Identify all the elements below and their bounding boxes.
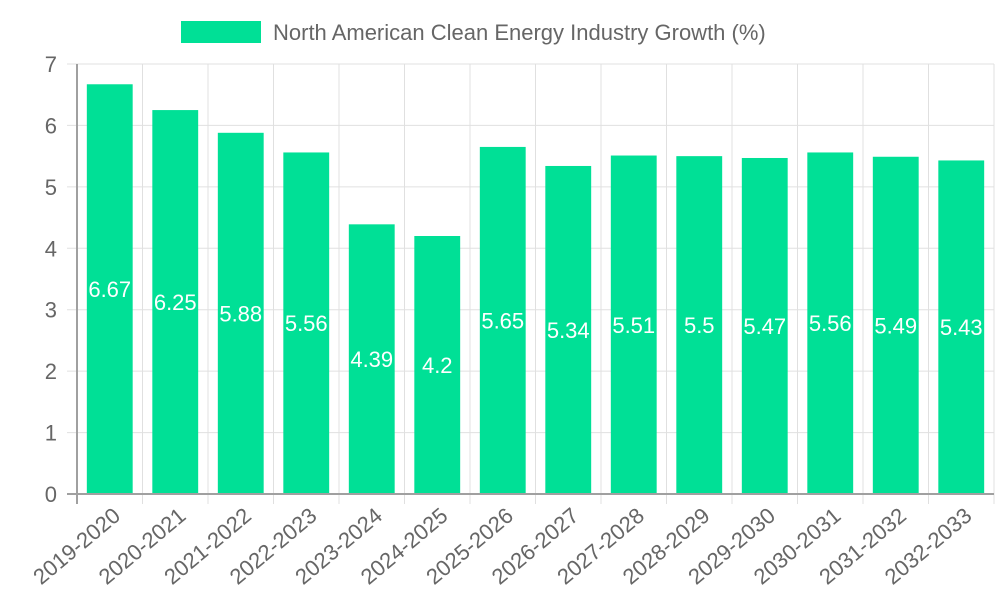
bar xyxy=(217,132,264,495)
grid-lines xyxy=(67,63,995,504)
bars xyxy=(86,84,985,495)
data-label: 5.43 xyxy=(940,315,983,340)
data-label: 5.34 xyxy=(547,318,590,343)
y-axis-tick-labels: 0 1 2 3 4 5 6 7 xyxy=(45,52,57,507)
data-label: 5.47 xyxy=(743,314,786,339)
legend[interactable]: North American Clean Energy Industry Gro… xyxy=(181,20,766,45)
bar xyxy=(938,160,985,494)
data-label: 5.51 xyxy=(612,313,655,338)
data-labels: 6.67 6.25 5.88 5.56 4.39 4.2 5.65 5.34 5.51 5.5 5.… xyxy=(88,277,982,378)
y-tick-label: 3 xyxy=(45,298,57,323)
axes xyxy=(67,64,994,504)
x-axis-tick-labels: 2019-20202020-20212021-20222022-20232023… xyxy=(28,503,976,590)
y-tick-label: 6 xyxy=(45,113,57,138)
bar xyxy=(348,224,395,495)
bar xyxy=(479,146,526,494)
data-label: 5.5 xyxy=(684,313,715,338)
y-tick-label: 4 xyxy=(45,236,57,261)
y-tick-label: 0 xyxy=(45,482,57,507)
data-label: 6.67 xyxy=(88,277,131,302)
data-label: 5.56 xyxy=(809,311,852,336)
bar xyxy=(610,155,657,494)
data-label: 6.25 xyxy=(154,290,197,315)
y-tick-label: 1 xyxy=(45,421,57,446)
data-label: 5.56 xyxy=(285,311,328,336)
data-label: 4.39 xyxy=(350,347,393,372)
bar xyxy=(152,110,199,495)
y-tick-label: 7 xyxy=(45,52,57,77)
data-label: 5.65 xyxy=(481,308,524,333)
bar xyxy=(872,156,919,494)
bar xyxy=(676,156,723,494)
bar xyxy=(807,152,854,494)
bar xyxy=(86,84,133,495)
data-label: 4.2 xyxy=(422,353,453,378)
data-label: 5.88 xyxy=(219,301,262,326)
y-tick-label: 2 xyxy=(45,359,57,384)
bar xyxy=(414,236,461,494)
bar xyxy=(545,165,592,494)
bar xyxy=(283,152,330,494)
legend-label: North American Clean Energy Industry Gro… xyxy=(273,20,766,45)
y-tick-label: 5 xyxy=(45,175,57,200)
data-label: 5.49 xyxy=(874,313,917,338)
bar xyxy=(741,157,788,494)
legend-swatch xyxy=(181,21,261,43)
